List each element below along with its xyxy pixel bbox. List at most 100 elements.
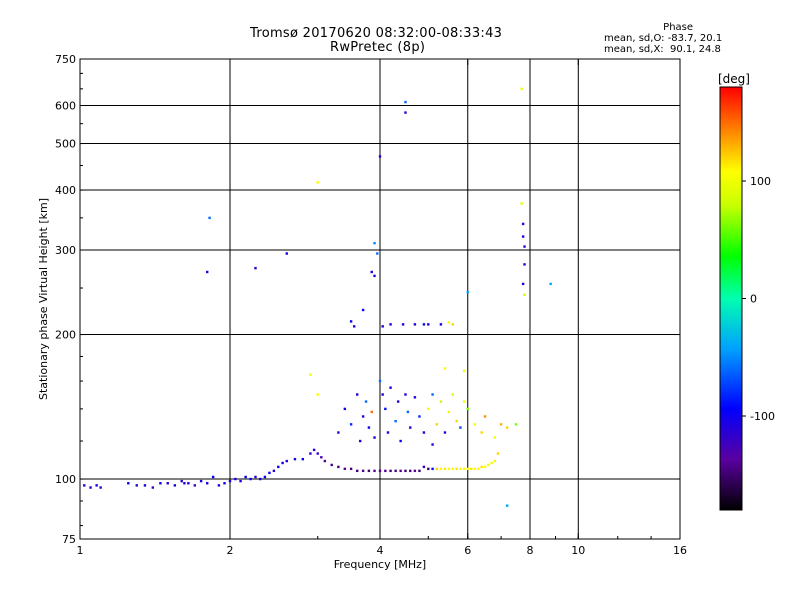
data-point — [205, 482, 209, 485]
y-tick-label: 300 — [55, 244, 76, 257]
y-tick-label: 600 — [55, 100, 76, 113]
data-point — [389, 386, 392, 389]
data-point — [493, 436, 497, 439]
data-point — [373, 241, 376, 245]
data-point — [505, 426, 509, 429]
data-point — [205, 270, 209, 274]
axes: 1 2 4 6 8 10 16 75 100 200 300 400 500 600 750 — [55, 53, 687, 557]
data-point — [234, 477, 237, 481]
data-point — [301, 457, 305, 461]
data-point — [480, 431, 483, 434]
data-point — [459, 426, 462, 429]
data-point — [343, 407, 347, 411]
data-point — [431, 467, 434, 471]
x-tick-label: 8 — [527, 544, 534, 557]
data-point — [409, 469, 412, 473]
grid-lines — [80, 59, 680, 539]
data-point — [493, 459, 497, 463]
data-point — [254, 266, 257, 270]
data-point — [447, 410, 451, 414]
y-tick-label: 400 — [55, 184, 76, 197]
data-point — [505, 504, 509, 507]
x-tick-label: 6 — [464, 544, 471, 557]
data-point — [337, 431, 340, 434]
data-point — [435, 423, 438, 426]
data-point — [404, 111, 407, 114]
data-point — [447, 321, 451, 324]
y-tick-label: 100 — [55, 473, 76, 486]
data-point — [466, 467, 469, 471]
data-point — [404, 469, 407, 473]
data-point — [443, 367, 447, 370]
colorbar-unit-label: [deg] — [718, 72, 750, 86]
data-point — [462, 467, 466, 471]
data-point — [459, 467, 462, 471]
data-point — [217, 484, 221, 487]
data-point — [293, 457, 297, 461]
y-tick-label: 75 — [62, 533, 76, 546]
data-point — [89, 486, 92, 489]
data-point — [183, 482, 186, 485]
data-point — [193, 484, 197, 487]
data-point — [263, 475, 267, 479]
data-point — [406, 410, 410, 414]
data-point — [367, 426, 371, 429]
data-point — [480, 465, 483, 469]
data-point — [389, 469, 392, 473]
data-point — [451, 467, 455, 471]
data-point — [95, 484, 98, 487]
data-point — [228, 479, 232, 483]
phase-stats-heading: Phase — [663, 22, 694, 33]
data-point — [520, 202, 523, 205]
data-point — [473, 467, 477, 471]
data-point — [223, 482, 226, 485]
data-point — [413, 396, 417, 399]
data-point — [373, 274, 376, 278]
data-point — [337, 465, 340, 469]
x-tick-label: 1 — [77, 544, 84, 557]
data-point — [208, 216, 211, 220]
data-point — [521, 222, 525, 226]
data-point — [259, 477, 262, 481]
data-point — [384, 407, 387, 411]
data-point — [361, 415, 365, 418]
data-point — [323, 459, 327, 463]
colorbar-tick-label: 0 — [750, 293, 757, 306]
data-point — [413, 323, 417, 326]
data-point — [268, 471, 271, 475]
data-point — [83, 484, 86, 487]
data-point — [151, 486, 155, 489]
data-point — [523, 293, 526, 296]
phase-stats-box: Phase mean, sd,O: -83.7, 20.1 mean, sd,X… — [604, 22, 722, 55]
data-point — [399, 469, 402, 473]
data-point — [370, 410, 373, 414]
data-point — [349, 423, 353, 426]
data-point — [409, 426, 412, 429]
data-point — [272, 469, 276, 473]
data-point — [330, 463, 333, 467]
data-point — [127, 482, 130, 485]
data-point — [378, 469, 382, 473]
data-point — [320, 456, 323, 459]
x-tick-label: 10 — [571, 544, 585, 557]
data-point — [499, 423, 503, 426]
data-point — [514, 423, 518, 426]
data-point — [187, 482, 190, 485]
y-tick-label: 750 — [55, 53, 76, 66]
data-point — [447, 467, 451, 471]
chart-title: Tromsø 20170620 08:32:00-08:33:43 — [250, 26, 503, 41]
data-point — [422, 323, 426, 326]
y-tick-label: 200 — [55, 329, 76, 342]
x-axis-label: Frequency [MHz] — [334, 558, 426, 571]
data-point — [466, 407, 469, 411]
data-point — [281, 461, 284, 465]
data-point — [439, 323, 443, 326]
data-point — [487, 463, 490, 467]
data-point — [358, 439, 362, 443]
x-tick-label: 2 — [227, 544, 234, 557]
data-point — [490, 461, 493, 465]
data-point — [477, 467, 480, 471]
data-point — [443, 431, 447, 434]
data-point — [496, 452, 500, 455]
